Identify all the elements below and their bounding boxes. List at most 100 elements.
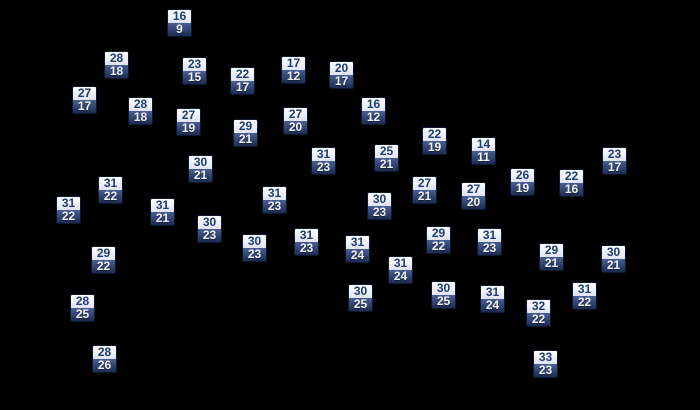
temp-marker[interactable]: 28 26 <box>92 345 117 373</box>
high-temp: 28 <box>71 295 94 308</box>
temp-marker[interactable]: 31 23 <box>262 186 287 214</box>
low-temp: 24 <box>346 249 369 262</box>
high-temp: 30 <box>198 216 221 229</box>
temp-marker[interactable]: 30 23 <box>242 234 267 262</box>
temp-marker[interactable]: 33 23 <box>533 350 558 378</box>
temp-marker[interactable]: 29 21 <box>539 243 564 271</box>
temp-marker[interactable]: 29 22 <box>91 246 116 274</box>
low-temp: 21 <box>151 212 174 225</box>
temp-marker[interactable]: 31 23 <box>311 147 336 175</box>
temp-marker[interactable]: 29 21 <box>233 119 258 147</box>
temp-marker[interactable]: 23 17 <box>602 147 627 175</box>
temp-marker[interactable]: 28 18 <box>104 51 129 79</box>
temp-marker[interactable]: 30 21 <box>188 155 213 183</box>
high-temp: 33 <box>534 351 557 364</box>
temp-marker[interactable]: 31 24 <box>345 235 370 263</box>
low-temp: 21 <box>540 257 563 270</box>
high-temp: 30 <box>432 282 455 295</box>
temp-marker[interactable]: 22 16 <box>559 169 584 197</box>
low-temp: 23 <box>243 248 266 261</box>
high-temp: 31 <box>151 199 174 212</box>
high-temp: 16 <box>168 10 191 23</box>
temp-marker[interactable]: 31 22 <box>56 196 81 224</box>
high-temp: 29 <box>234 120 257 133</box>
low-temp: 19 <box>177 122 200 135</box>
low-temp: 23 <box>295 242 318 255</box>
high-temp: 27 <box>177 109 200 122</box>
low-temp: 23 <box>198 229 221 242</box>
high-temp: 27 <box>284 108 307 121</box>
temp-marker[interactable]: 28 25 <box>70 294 95 322</box>
high-temp: 17 <box>282 57 305 70</box>
temp-marker[interactable]: 16 9 <box>167 9 192 37</box>
temp-marker[interactable]: 28 18 <box>128 97 153 125</box>
low-temp: 18 <box>129 111 152 124</box>
high-temp: 30 <box>189 156 212 169</box>
high-temp: 29 <box>540 244 563 257</box>
temp-marker[interactable]: 27 20 <box>283 107 308 135</box>
low-temp: 22 <box>92 260 115 273</box>
high-temp: 25 <box>375 145 398 158</box>
high-temp: 23 <box>183 58 206 71</box>
low-temp: 23 <box>312 161 335 174</box>
low-temp: 19 <box>423 141 446 154</box>
low-temp: 21 <box>189 169 212 182</box>
low-temp: 17 <box>73 100 96 113</box>
temp-marker[interactable]: 30 21 <box>601 245 626 273</box>
temp-marker[interactable]: 31 21 <box>150 198 175 226</box>
temp-marker[interactable]: 32 22 <box>526 299 551 327</box>
low-temp: 20 <box>284 121 307 134</box>
temp-marker[interactable]: 22 17 <box>230 67 255 95</box>
temp-marker[interactable]: 16 12 <box>361 97 386 125</box>
high-temp: 22 <box>231 68 254 81</box>
high-temp: 31 <box>312 148 335 161</box>
temp-marker[interactable]: 27 17 <box>72 86 97 114</box>
low-temp: 18 <box>105 65 128 78</box>
temp-marker[interactable]: 27 19 <box>176 108 201 136</box>
high-temp: 27 <box>413 177 436 190</box>
temp-marker[interactable]: 31 23 <box>477 228 502 256</box>
low-temp: 22 <box>99 190 122 203</box>
temp-marker[interactable]: 17 12 <box>281 56 306 84</box>
high-temp: 20 <box>330 62 353 75</box>
high-temp: 31 <box>478 229 501 242</box>
temp-marker[interactable]: 30 23 <box>367 192 392 220</box>
low-temp: 20 <box>462 196 485 209</box>
high-temp: 22 <box>560 170 583 183</box>
high-temp: 31 <box>99 177 122 190</box>
temp-marker[interactable]: 31 22 <box>572 282 597 310</box>
low-temp: 12 <box>362 111 385 124</box>
temp-marker[interactable]: 31 24 <box>388 256 413 284</box>
high-temp: 22 <box>423 128 446 141</box>
temp-marker[interactable]: 31 23 <box>294 228 319 256</box>
low-temp: 24 <box>481 299 504 312</box>
low-temp: 22 <box>527 313 550 326</box>
low-temp: 26 <box>93 359 116 372</box>
low-temp: 21 <box>375 158 398 171</box>
temp-marker[interactable]: 30 23 <box>197 215 222 243</box>
temp-marker[interactable]: 20 17 <box>329 61 354 89</box>
low-temp: 23 <box>534 364 557 377</box>
low-temp: 24 <box>389 270 412 283</box>
low-temp: 22 <box>57 210 80 223</box>
high-temp: 28 <box>129 98 152 111</box>
temp-marker[interactable]: 31 24 <box>480 285 505 313</box>
temp-marker[interactable]: 27 21 <box>412 176 437 204</box>
high-temp: 31 <box>346 236 369 249</box>
temp-marker[interactable]: 26 19 <box>510 168 535 196</box>
temp-marker[interactable]: 23 15 <box>182 57 207 85</box>
temp-marker[interactable]: 31 22 <box>98 176 123 204</box>
temp-marker[interactable]: 27 20 <box>461 182 486 210</box>
low-temp: 17 <box>231 81 254 94</box>
low-temp: 17 <box>603 161 626 174</box>
high-temp: 27 <box>73 87 96 100</box>
temp-marker[interactable]: 29 22 <box>426 226 451 254</box>
temp-marker[interactable]: 30 25 <box>348 284 373 312</box>
high-temp: 30 <box>368 193 391 206</box>
temp-marker[interactable]: 30 25 <box>431 281 456 309</box>
low-temp: 9 <box>168 23 191 36</box>
temp-marker[interactable]: 22 19 <box>422 127 447 155</box>
temp-marker[interactable]: 25 21 <box>374 144 399 172</box>
temp-marker[interactable]: 14 11 <box>471 137 496 165</box>
high-temp: 29 <box>92 247 115 260</box>
